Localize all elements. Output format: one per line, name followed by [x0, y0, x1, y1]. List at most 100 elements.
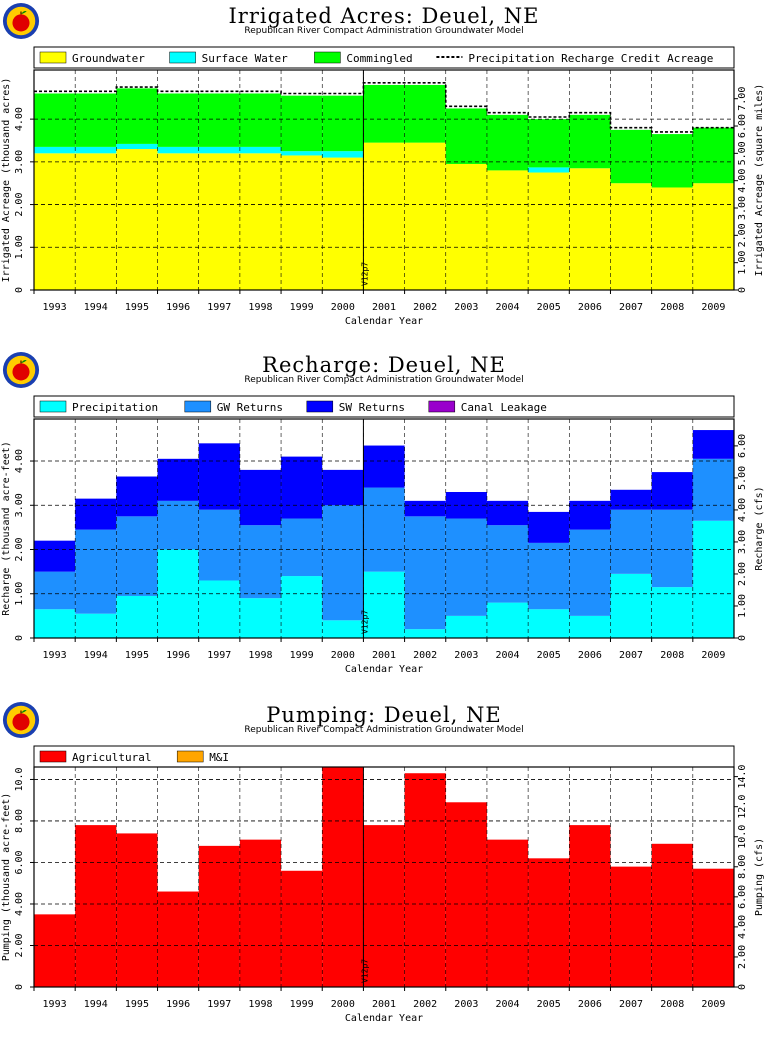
y-right-tick-label: 14.0 [737, 765, 748, 789]
bar-segment [75, 529, 117, 614]
x-tick-label: 2007 [619, 650, 643, 661]
bar-segment [322, 95, 364, 152]
bar-segment [75, 825, 117, 987]
irrigated-acres-panel: Irrigated Acres: Deuel, NE Republican Ri… [0, 0, 768, 342]
y-right-tick-label: 4.00 [737, 169, 748, 193]
x-axis-label: Calendar Year [345, 1013, 423, 1024]
legend-swatch [39, 750, 67, 763]
version-marker-label: V12p7 [360, 959, 369, 983]
y-right-tick-label: 3.00 [737, 196, 748, 220]
x-tick-label: 2009 [701, 999, 725, 1010]
y-tick-label: 1.00 [14, 235, 25, 259]
y-tick-label: 4.00 [14, 892, 25, 916]
x-tick-label: 1999 [290, 302, 314, 313]
y-right-tick-label: 2.00 [737, 945, 748, 969]
bar-segment [75, 93, 117, 147]
chart-subtitle: Republican River Compact Administration … [244, 26, 524, 36]
bar-segment [445, 802, 487, 987]
y-right-tick-label: 2.00 [737, 562, 748, 586]
bar-segment [363, 445, 405, 488]
y-right-tick-label: 0 [737, 287, 748, 293]
x-tick-label: 2009 [701, 650, 725, 661]
bar-segment [528, 858, 570, 987]
x-tick-label: 2005 [537, 650, 561, 661]
y-tick-label: 2.00 [14, 537, 25, 561]
x-tick-label: 1998 [248, 999, 272, 1010]
y-tick-label: 4.00 [14, 449, 25, 473]
bar-segment [322, 505, 364, 621]
y-tick-label: 10.0 [14, 767, 25, 791]
y-axis-label: Pumping (thousand acre-feet) [1, 793, 12, 962]
bar-segment [404, 142, 446, 290]
bar-segment [486, 170, 529, 290]
x-tick-label: 2002 [413, 302, 437, 313]
y-tick-label: 0 [14, 635, 25, 641]
bar-segment [692, 868, 734, 987]
y-tick-label: 2.00 [14, 933, 25, 957]
bar-segment [610, 183, 652, 290]
legend-label: Precipitation [72, 401, 158, 414]
y-right-axis-label: Recharge (cfs) [754, 486, 765, 570]
legend-swatch [39, 51, 67, 64]
y-tick-label: 0 [14, 287, 25, 293]
x-tick-label: 2008 [660, 650, 684, 661]
bar-segment [363, 84, 405, 143]
x-tick-label: 2000 [331, 650, 355, 661]
bar-segment [281, 151, 323, 156]
x-axis-label: Calendar Year [345, 664, 423, 675]
bar-segment [445, 518, 487, 616]
bar-segment [692, 520, 734, 638]
x-tick-label: 1994 [84, 650, 108, 661]
bar-segment [610, 129, 652, 184]
x-tick-label: 1994 [84, 302, 108, 313]
chart-title: Pumping: Deuel, NE [266, 703, 502, 727]
bar-segment [239, 153, 282, 290]
x-tick-label: 2008 [660, 999, 684, 1010]
bar-segment [157, 500, 199, 550]
x-tick-label: 2006 [578, 650, 602, 661]
x-tick-label: 2000 [331, 999, 355, 1010]
bar-segment [157, 458, 199, 501]
legend-swatch [184, 400, 212, 413]
x-tick-label: 1994 [84, 999, 108, 1010]
y-tick-label: 8.00 [14, 809, 25, 833]
chart-title: Recharge: Deuel, NE [262, 353, 506, 377]
y-tick-label: 6.00 [14, 850, 25, 874]
x-tick-label: 2009 [701, 302, 725, 313]
bar-segment [239, 525, 282, 599]
legend-swatch [314, 51, 341, 64]
bar-segment [322, 620, 364, 638]
bar-segment [116, 833, 158, 987]
y-right-axis-label: Irrigated Acreage (square miles) [754, 84, 765, 277]
x-tick-label: 2003 [454, 999, 478, 1010]
y-right-tick-label: 12.0 [737, 795, 748, 819]
legend-label: Precipitation Recharge Credit Acreage [468, 52, 713, 65]
bar-segment [651, 587, 693, 638]
bar-segment [610, 509, 652, 574]
version-marker-label: V12p7 [360, 610, 369, 634]
y-right-tick-label: 7.00 [737, 87, 748, 111]
plot-frame [33, 69, 735, 291]
bar-segment [363, 571, 405, 638]
y-right-tick-label: 0 [737, 984, 748, 990]
bar-segment [528, 167, 570, 173]
x-tick-label: 2004 [495, 999, 519, 1010]
y-right-tick-label: 4.00 [737, 498, 748, 522]
x-tick-label: 2008 [660, 302, 684, 313]
legend-label: Surface Water [202, 52, 288, 65]
chart-subtitle: Republican River Compact Administration … [244, 375, 524, 385]
bar-segment [528, 172, 570, 290]
bar-segment [363, 825, 405, 987]
x-tick-label: 1998 [248, 302, 272, 313]
bar-segment [75, 153, 117, 290]
bar-segment [75, 613, 117, 638]
bar-segment [198, 509, 240, 581]
bar-segment [610, 573, 652, 638]
bar-segment [692, 430, 734, 459]
y-right-tick-label: 0 [737, 635, 748, 641]
x-tick-label: 1999 [290, 999, 314, 1010]
y-right-tick-label: 2.00 [737, 223, 748, 247]
bar-segment [157, 153, 199, 290]
bar-segment [198, 845, 240, 987]
bar-segment [198, 153, 240, 290]
